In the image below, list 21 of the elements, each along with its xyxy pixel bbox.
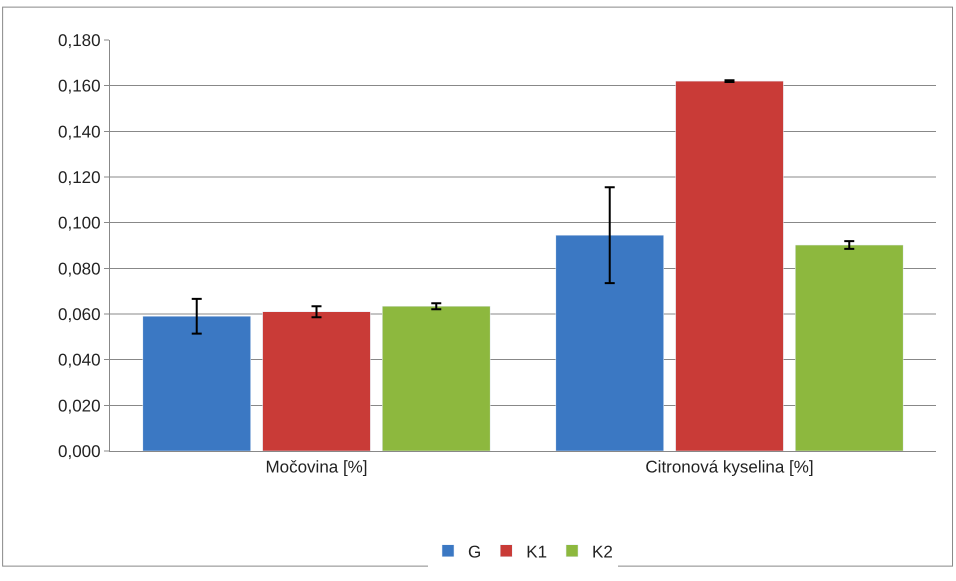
y-tick-label: 0,120	[58, 168, 101, 187]
y-tick-label: 0,060	[58, 304, 101, 324]
y-tick-label: 0,080	[58, 259, 101, 278]
y-tick-label: 0,020	[58, 396, 101, 416]
bar	[556, 234, 664, 451]
bar	[795, 244, 904, 451]
legend-label: K2	[592, 542, 613, 562]
y-tick-label: 0,100	[58, 214, 101, 233]
y-tick-label: 0,180	[58, 30, 101, 50]
legend-label: K1	[526, 542, 548, 562]
legend-label: G	[468, 542, 482, 562]
y-tick-label: 0,140	[58, 122, 101, 142]
bar	[262, 311, 371, 451]
bar	[142, 316, 251, 451]
x-tick-label: Močovina [%]	[265, 457, 368, 476]
y-tick-label: 0,000	[58, 442, 101, 461]
x-tick-label: Citronová kyselina [%]	[645, 457, 814, 476]
y-tick-label: 0,040	[58, 350, 101, 370]
y-tick-label: 0,160	[58, 76, 101, 96]
bar	[382, 306, 490, 451]
bar	[675, 80, 784, 451]
